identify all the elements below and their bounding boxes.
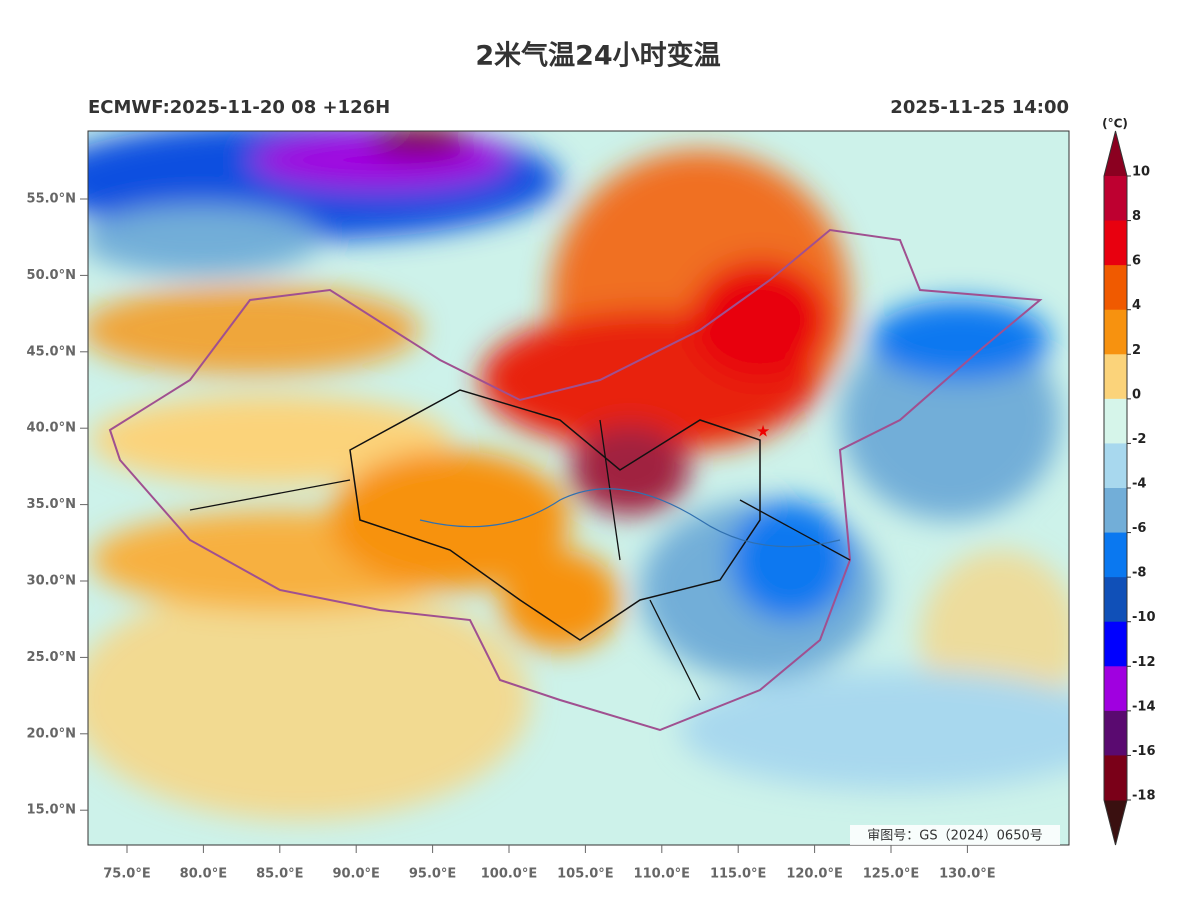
lon-tick-label: 130.0°E xyxy=(939,867,996,882)
lon-tick-label: 105.0°E xyxy=(557,867,614,882)
colorbar-segment xyxy=(1104,265,1127,311)
colorbar-segment xyxy=(1104,309,1127,355)
lon-tick-label: 100.0°E xyxy=(481,867,538,882)
lat-tick-label: 45.0°N xyxy=(27,344,76,359)
colorbar-unit: (°C) xyxy=(1102,117,1128,131)
credit-box xyxy=(850,825,1060,845)
lat-tick-label: 55.0°N xyxy=(27,192,76,207)
map-frame xyxy=(87,130,1070,846)
lon-tick-label: 85.0°E xyxy=(256,867,303,882)
colorbar-label: -16 xyxy=(1132,744,1156,759)
colorbar-under xyxy=(1104,800,1127,845)
capital-marker: ★ xyxy=(756,422,770,441)
colorbar-segment xyxy=(1104,176,1127,222)
subtitle-left: ECMWF:2025-11-20 08 +126H xyxy=(88,97,390,118)
colorbar-label: 0 xyxy=(1132,387,1141,402)
colorbar-label: 10 xyxy=(1132,165,1150,180)
lon-tick-label: 95.0°E xyxy=(409,867,456,882)
lat-tick-label: 25.0°N xyxy=(27,650,76,665)
lon-tick-label: 110.0°E xyxy=(634,867,691,882)
colorbar-label: -12 xyxy=(1132,655,1156,670)
colorbar-label: -10 xyxy=(1132,610,1156,625)
colorbar-segment xyxy=(1104,488,1127,534)
colorbar-segment xyxy=(1104,354,1127,400)
colorbar-segment xyxy=(1104,532,1127,578)
temperature-field: ★ xyxy=(88,131,1069,845)
title: 2米气温24小时变温 xyxy=(475,40,720,72)
colorbar-segment xyxy=(1104,621,1127,667)
colorbar-segment xyxy=(1104,710,1127,756)
colorbar-segment xyxy=(1104,220,1127,266)
colorbar-label: 8 xyxy=(1132,209,1141,224)
lat-tick-label: 15.0°N xyxy=(27,803,76,818)
lon-tick-label: 90.0°E xyxy=(332,867,379,882)
colorbar-over xyxy=(1104,131,1127,176)
lat-tick-label: 35.0°N xyxy=(27,497,76,512)
colorbar-segment xyxy=(1104,398,1127,444)
colorbar-label: -14 xyxy=(1132,699,1156,714)
colorbar-label: -2 xyxy=(1132,432,1146,447)
colorbar-label: 2 xyxy=(1132,343,1141,358)
lat-tick-label: 50.0°N xyxy=(27,268,76,283)
colorbar-segment xyxy=(1104,577,1127,623)
subtitle-right: 2025-11-25 14:00 xyxy=(890,97,1069,118)
lon-tick-label: 80.0°E xyxy=(180,867,227,882)
lat-tick-label: 40.0°N xyxy=(27,421,76,436)
lon-tick-label: 75.0°E xyxy=(103,867,150,882)
credit: 审图号：GS（2024）0650号 xyxy=(867,829,1043,844)
lon-tick-label: 125.0°E xyxy=(863,867,920,882)
colorbar-label: 6 xyxy=(1132,254,1141,269)
colorbar-label: -4 xyxy=(1132,477,1146,492)
colorbar-label: -6 xyxy=(1132,521,1146,536)
colorbar-segment xyxy=(1104,443,1127,489)
lon-tick-label: 115.0°E xyxy=(710,867,767,882)
colorbar-label: 4 xyxy=(1132,298,1141,313)
lon-tick-label: 120.0°E xyxy=(786,867,843,882)
lat-tick-label: 20.0°N xyxy=(27,726,76,741)
colorbar-segment xyxy=(1104,755,1127,801)
lat-tick-label: 30.0°N xyxy=(27,574,76,589)
colorbar-label: -8 xyxy=(1132,566,1146,581)
colorbar-label: -18 xyxy=(1132,789,1156,804)
colorbar-segment xyxy=(1104,666,1127,712)
